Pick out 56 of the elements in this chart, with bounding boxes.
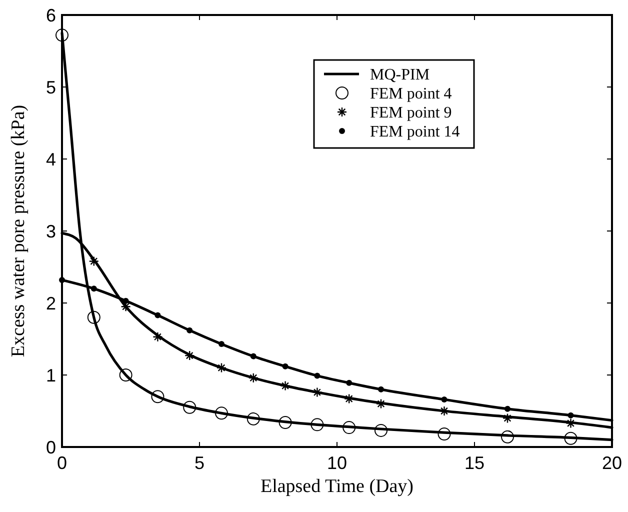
y-tick-label: 4 [46,149,56,170]
point [568,412,574,418]
point [346,380,352,386]
point [122,298,129,304]
y-tick-label: 6 [46,5,56,26]
point [441,396,448,402]
x-tick-label: 10 [326,453,348,473]
point [438,428,451,441]
point [184,350,195,361]
point [56,28,68,42]
point [90,286,97,292]
point [378,386,384,392]
point [280,380,290,391]
point [151,390,164,404]
point [439,406,450,416]
y-tick-label: 5 [46,77,56,98]
point [501,430,514,444]
legend-label: FEM point 9 [370,104,452,122]
point [152,332,163,342]
legend-label: FEM point 4 [370,86,452,103]
y-axis-title: Excess water pore pressure (kPa) [8,104,29,358]
point [566,418,576,428]
point [120,302,131,312]
x-axis-title: Elapsed Time (Day) [260,476,414,497]
legend-label: MQ-PIM [370,66,430,84]
y-tick-label: 1 [46,365,56,386]
x-tick-label: 15 [464,453,485,473]
point [282,363,288,370]
y-tick-label: 3 [46,221,56,242]
point [183,400,196,414]
point [374,424,388,437]
point [310,418,324,432]
point [119,368,132,382]
point [502,413,513,424]
point [564,432,578,445]
x-tick-label: 20 [602,453,622,473]
x-tick-label: 5 [194,453,205,473]
y-tick-label: 0 [46,437,56,458]
point [250,353,256,360]
point [314,372,320,379]
point [154,312,161,318]
point [186,327,193,334]
point [344,394,354,404]
point [246,412,260,426]
point [216,362,227,373]
point [218,341,224,348]
point [342,421,356,434]
point [504,406,510,412]
point [312,387,322,398]
point [87,310,100,324]
legend-label: FEM point 14 [370,124,460,141]
point [215,406,228,420]
y-tick-label: 2 [46,293,56,314]
point [248,372,258,383]
point [88,256,99,266]
point [278,416,292,430]
